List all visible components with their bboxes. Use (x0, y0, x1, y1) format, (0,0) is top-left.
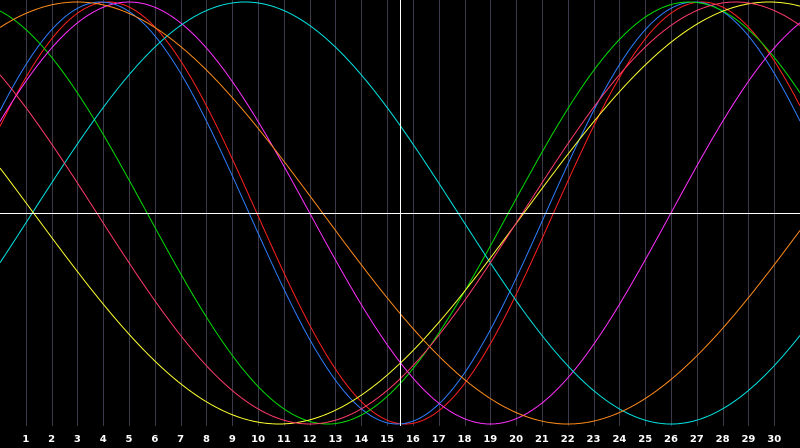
x-tick-labels: 1 2 3 4 5 6 7 8 9 10 11 12 13 14 15 16 17 18 19 20 21 22 23 24 2… (22, 434, 781, 445)
x-tick-label: 7 (177, 434, 184, 445)
x-tick-label: 28 (716, 434, 730, 445)
x-tick-label: 25 (638, 434, 652, 445)
x-tick-label: 19 (483, 434, 497, 445)
x-tick-label: 21 (535, 434, 549, 445)
x-tick-label: 9 (229, 434, 236, 445)
x-tick-label: 23 (587, 434, 601, 445)
x-tick-label: 5 (126, 434, 133, 445)
x-tick-label: 3 (74, 434, 81, 445)
x-tick-label: 22 (561, 434, 575, 445)
x-tick-label: 13 (329, 434, 343, 445)
x-tick-label: 10 (251, 434, 265, 445)
x-tick-label: 18 (458, 434, 472, 445)
x-tick-label: 16 (406, 434, 420, 445)
x-tick-label: 30 (767, 434, 781, 445)
x-tick-label: 8 (203, 434, 210, 445)
x-tick-label: 2 (48, 434, 55, 445)
x-tick-label: 29 (741, 434, 755, 445)
x-tick-label: 27 (690, 434, 704, 445)
x-tick-label: 6 (151, 434, 158, 445)
x-tick-label: 24 (612, 434, 626, 445)
x-tick-label: 20 (509, 434, 523, 445)
x-tick-label: 15 (380, 434, 394, 445)
x-tick-label: 1 (22, 434, 29, 445)
x-tick-label: 17 (432, 434, 446, 445)
x-tick-label: 12 (303, 434, 317, 445)
x-tick-label: 4 (100, 434, 107, 445)
x-tick-label: 11 (277, 434, 291, 445)
x-tick-label: 26 (664, 434, 678, 445)
x-tick-label: 14 (354, 434, 368, 445)
